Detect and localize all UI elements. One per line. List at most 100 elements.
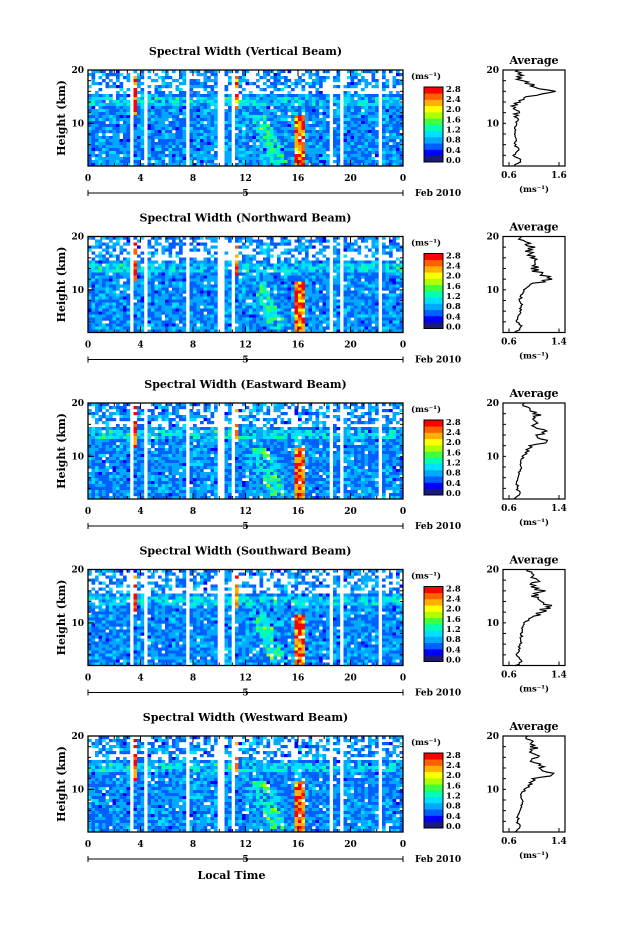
average-unit: (ms⁻¹) — [519, 184, 549, 195]
colorbar-tick-label: 1.2 — [446, 292, 461, 302]
height-tick-label: 10 — [71, 452, 84, 462]
average-unit: (ms⁻¹) — [519, 517, 549, 528]
panel-3: Spectral Width (Eastward Beam) Height (km… — [55, 378, 567, 532]
colorbar-frame — [423, 253, 444, 329]
average-profile-line — [509, 69, 556, 166]
colorbar-swatch — [424, 155, 443, 163]
colorbar-swatch — [424, 821, 443, 829]
average-title: Average — [508, 54, 558, 67]
colorbar-tick-label: 0.0 — [446, 822, 461, 832]
colorbar-swatch — [424, 470, 443, 477]
colorbar-swatch — [424, 592, 443, 600]
colorbar-tick-label: 2.0 — [446, 438, 461, 448]
height-axis-label: Height (km) — [55, 80, 68, 156]
colorbar-swatch — [424, 291, 443, 298]
colorbar-swatch — [424, 309, 443, 317]
colorbar-swatch — [424, 815, 443, 823]
day-marker: 5 — [242, 356, 248, 366]
colorbar-unit: (ms⁻¹) — [411, 404, 441, 415]
colorbar-swatch — [424, 297, 443, 304]
time-tick-label: 12 — [239, 674, 252, 684]
avg-value-tick-label: 0.6 — [501, 837, 517, 847]
avg-height-tick-label: 20 — [486, 732, 499, 742]
colorbar-swatch — [424, 463, 443, 471]
panel-title: Spectral Width (Vertical Beam) — [149, 45, 342, 58]
colorbar-tick-label: 2.8 — [446, 251, 461, 261]
avg-height-tick-label: 10 — [486, 119, 499, 129]
panel-1: Spectral Width (Vertical Beam) Height (km… — [55, 45, 567, 199]
time-tick-label: 4 — [137, 507, 143, 517]
average-title: Average — [508, 387, 558, 400]
average-frame — [502, 235, 566, 334]
colorbar-frame — [423, 419, 444, 496]
colorbar-swatch — [424, 105, 443, 113]
height-tick-label: 10 — [71, 119, 84, 129]
date-label: Feb 2010 — [415, 689, 461, 699]
colorbar-tick-label: 2.8 — [446, 751, 461, 761]
colorbar-tick-label: 0.4 — [446, 645, 461, 655]
colorbar-tick-label: 1.6 — [446, 282, 461, 292]
height-tick-label: 10 — [71, 619, 84, 629]
colorbar-tick-label: 1.6 — [446, 615, 461, 625]
colorbar-tick-label: 2.4 — [446, 261, 461, 271]
time-tick-label: 8 — [190, 341, 196, 351]
colorbar-swatch — [424, 432, 443, 440]
height-tick-label: 10 — [71, 286, 84, 296]
avg-height-tick-label: 10 — [486, 452, 499, 462]
colorbar-swatch — [424, 586, 443, 594]
time-tick-label: 16 — [292, 174, 305, 184]
height-tick-label: 10 — [71, 785, 84, 795]
colorbar-swatch — [424, 253, 443, 261]
time-tick-label: 16 — [292, 840, 305, 850]
time-tick-label: 0 — [400, 174, 406, 184]
colorbar-tick-label: 2.0 — [446, 105, 461, 115]
colorbar-swatch — [424, 143, 443, 150]
average-profile-line — [513, 402, 549, 500]
colorbar-swatch — [424, 753, 443, 760]
colorbar-tick-label: 2.4 — [446, 95, 461, 105]
colorbar-tick-label: 1.6 — [446, 448, 461, 458]
colorbar-tick-label: 2.0 — [446, 272, 461, 282]
height-axis-label: Height (km) — [55, 746, 68, 822]
time-tick-label: 0 — [400, 840, 406, 850]
colorbar-swatch — [424, 316, 443, 323]
heatmap-cells — [88, 736, 403, 832]
colorbar-tick-label: 0.4 — [446, 146, 461, 156]
time-tick-label: 20 — [344, 840, 357, 850]
colorbar-swatch — [424, 759, 443, 766]
colorbar-tick-label: 0.4 — [446, 312, 461, 322]
avg-height-tick-label: 20 — [486, 66, 499, 76]
heatmap-cells — [88, 70, 403, 166]
day-marker: 5 — [242, 855, 248, 865]
colorbar-swatch — [424, 809, 443, 816]
colorbar-tick-label: 0.4 — [446, 479, 461, 489]
avg-value-tick-label: 1.4 — [551, 837, 567, 847]
colorbar-tick-label: 1.6 — [446, 115, 461, 125]
colorbar-unit: (ms⁻¹) — [411, 737, 441, 748]
colorbar-tick-label: 2.8 — [446, 584, 461, 594]
time-tick-label: 0 — [400, 341, 406, 351]
time-tick-label: 20 — [344, 507, 357, 517]
avg-value-tick-label: 0.6 — [501, 171, 517, 181]
panel-5: Spectral Width (Westward Beam) Height (km… — [55, 711, 567, 865]
day-marker: 5 — [242, 522, 248, 532]
colorbar-swatch — [424, 457, 443, 465]
heatmap-cells — [88, 403, 403, 499]
colorbar-tick-label: 0.8 — [446, 302, 461, 312]
average-title: Average — [508, 554, 558, 567]
colorbar-swatch — [424, 272, 443, 279]
colorbar-tick-label: 2.4 — [446, 428, 461, 438]
colorbar-swatch — [424, 322, 443, 329]
avg-height-tick-label: 20 — [486, 233, 499, 243]
colorbar-swatch — [424, 99, 443, 107]
time-tick-label: 16 — [292, 341, 305, 351]
average-frame — [502, 568, 566, 667]
colorbar-swatch — [424, 87, 443, 94]
time-tick-label: 4 — [137, 840, 143, 850]
average-unit: (ms⁻¹) — [519, 351, 549, 362]
average-title: Average — [508, 221, 558, 234]
colorbar-unit: (ms⁻¹) — [411, 238, 441, 249]
colorbar-frame — [423, 586, 444, 662]
time-tick-label: 0 — [400, 674, 406, 684]
colorbar-swatch — [424, 784, 443, 791]
